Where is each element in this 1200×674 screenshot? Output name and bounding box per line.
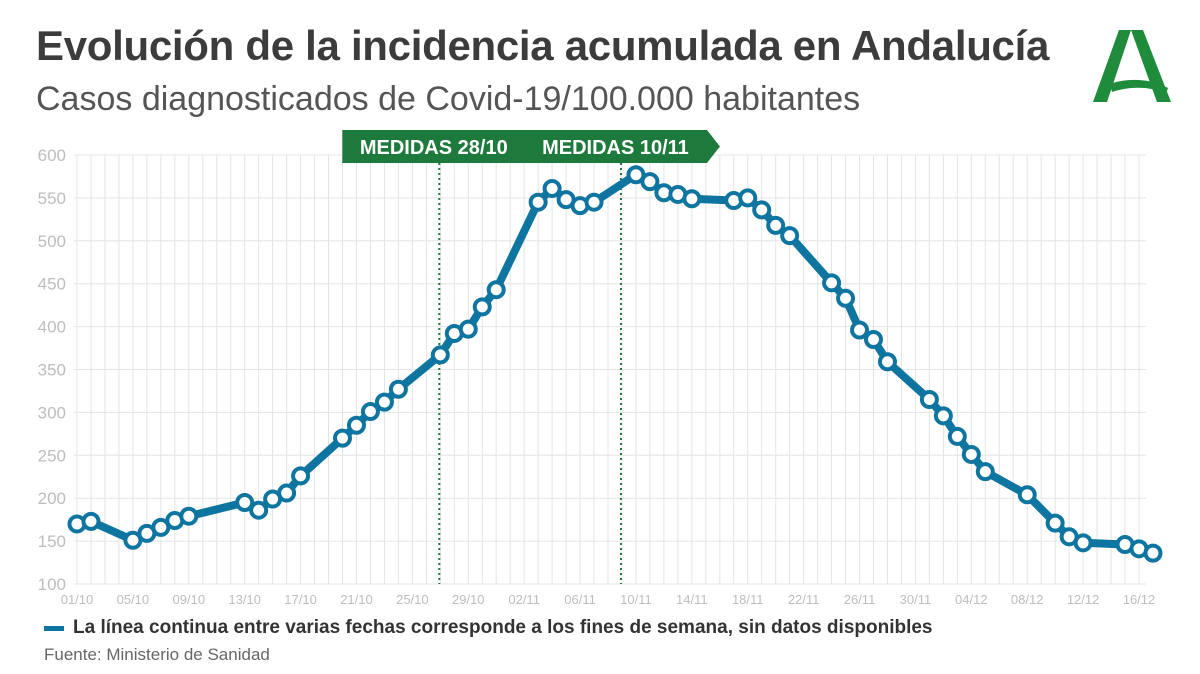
data-point: [682, 189, 702, 209]
y-tick-label: 500: [38, 232, 66, 251]
legend-text: La línea continua entre varias fechas co…: [73, 617, 933, 638]
data-point: [961, 444, 981, 464]
y-tick-label: 600: [38, 146, 66, 165]
x-tick-label: 18/11: [732, 592, 764, 607]
data-point: [836, 288, 856, 308]
annotation-label: MEDIDAS 10/11: [542, 137, 689, 159]
data-point: [333, 428, 352, 448]
data-point: [780, 226, 800, 246]
data-point: [877, 352, 897, 372]
x-tick-label: 05/10: [117, 592, 150, 607]
annotation-flag: [342, 130, 539, 163]
data-point: [738, 188, 758, 208]
data-point: [486, 280, 506, 300]
data-point: [360, 402, 380, 422]
y-tick-label: 550: [38, 189, 66, 208]
x-tick-label: 10/11: [620, 592, 652, 607]
data-point: [1017, 485, 1037, 505]
y-tick-label: 250: [38, 446, 66, 465]
x-tick-label: 08/12: [1011, 592, 1044, 607]
x-tick-label: 01/10: [61, 592, 94, 607]
data-point: [584, 192, 604, 212]
annotation-label: MEDIDAS 28/10: [360, 137, 508, 159]
data-point: [277, 483, 297, 503]
data-point: [388, 379, 408, 399]
y-tick-label: 400: [38, 318, 66, 337]
data-point: [430, 345, 450, 365]
data-point: [933, 406, 953, 426]
data-point: [346, 415, 366, 435]
y-tick-label: 450: [38, 275, 66, 294]
chart-title: Evolución de la incidencia acumulada en …: [36, 22, 1050, 69]
data-point: [81, 511, 101, 531]
y-tick-label: 150: [38, 532, 66, 551]
data-point: [249, 500, 269, 520]
legend: La línea continua entre varias fechas co…: [44, 617, 933, 639]
data-point: [919, 390, 939, 410]
y-tick-label: 300: [38, 403, 66, 422]
data-point: [1143, 543, 1163, 563]
x-tick-label: 02/11: [508, 592, 540, 607]
data-point: [640, 172, 660, 192]
source-note: Fuente: Ministerio de Sanidad: [44, 645, 270, 664]
x-tick-label: 04/12: [955, 592, 988, 607]
data-point: [458, 319, 478, 339]
x-tick-label: 09/10: [173, 592, 206, 607]
data-point: [235, 492, 255, 512]
x-tick-label: 14/11: [676, 592, 708, 607]
data-point: [1073, 533, 1093, 553]
y-tick-label: 100: [38, 575, 66, 594]
data-point: [528, 192, 548, 212]
data-point: [542, 178, 562, 198]
data-point: [947, 426, 967, 446]
junta-andalucia-logo: [1093, 30, 1171, 102]
x-tick-label: 21/10: [340, 592, 373, 607]
x-tick-label: 17/10: [284, 592, 317, 607]
y-tick-label: 350: [38, 361, 66, 380]
data-point: [850, 320, 870, 340]
x-tick-label: 25/10: [396, 592, 429, 607]
y-tick-label: 200: [38, 489, 66, 508]
data-point: [374, 392, 394, 412]
chart-subtitle: Casos diagnosticados de Covid-19/100.000…: [36, 80, 861, 118]
data-point: [864, 329, 883, 349]
x-tick-label: 22/11: [788, 592, 820, 607]
data-point: [472, 297, 492, 317]
x-tick-label: 12/12: [1067, 592, 1100, 607]
data-point: [822, 273, 842, 293]
legend-line-swatch: [44, 625, 64, 631]
x-tick-label: 30/11: [900, 592, 932, 607]
data-point: [975, 462, 995, 482]
x-tick-label: 13/10: [228, 592, 261, 607]
data-point: [752, 200, 772, 220]
x-tick-label: 26/11: [844, 592, 876, 607]
x-tick-label: 29/10: [452, 592, 485, 607]
data-point: [179, 506, 199, 526]
data-point: [1045, 513, 1065, 533]
data-point: [766, 215, 786, 235]
x-tick-label: 06/11: [564, 592, 596, 607]
data-point: [291, 466, 311, 486]
annotation-flag: [523, 130, 720, 163]
x-tick-label: 16/12: [1123, 592, 1156, 607]
